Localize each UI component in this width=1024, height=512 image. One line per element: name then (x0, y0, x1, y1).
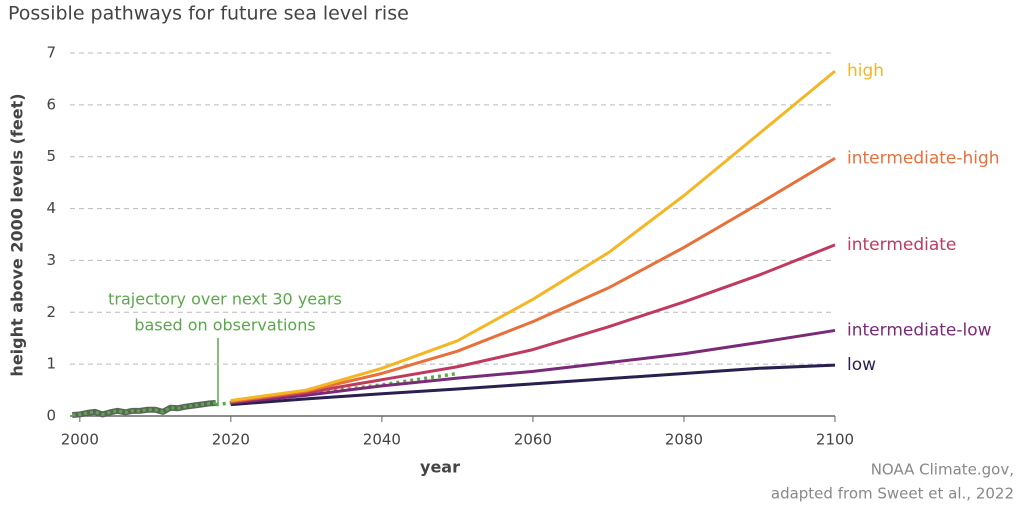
x-axis-label: year (420, 458, 460, 477)
y-tick-label: 4 (46, 199, 56, 217)
observed-dots (72, 401, 216, 417)
y-tick-label: 7 (46, 44, 56, 62)
scenario-line (230, 363, 836, 407)
y-tick-label: 0 (46, 407, 56, 425)
scenario-line (230, 69, 836, 402)
x-tick-label: 2040 (363, 431, 401, 449)
x-tick-label: 2000 (61, 431, 99, 449)
x-tick-label: 2020 (212, 431, 250, 449)
series-label: intermediate-low (847, 320, 992, 340)
series-label: intermediate (847, 235, 956, 255)
x-tick-label: 2080 (665, 431, 703, 449)
y-axis-label: height above 2000 levels (feet) (8, 93, 27, 376)
y-tick-label: 6 (46, 95, 56, 113)
series-label: high (847, 61, 884, 81)
series-label: low (847, 355, 876, 375)
source: NOAA Climate.gov, (871, 461, 1014, 479)
y-tick-label: 3 (46, 251, 56, 269)
x-tick-label: 2060 (514, 431, 552, 449)
trajectory-line (215, 371, 458, 407)
annotation: trajectory over next 30 years (108, 290, 342, 309)
scenario-line (230, 328, 836, 405)
annotation: based on observations (134, 316, 315, 335)
series-label: intermediate-high (847, 148, 1000, 168)
scenario-line (230, 156, 836, 403)
y-tick-label: 1 (46, 355, 56, 373)
y-tick-label: 5 (46, 147, 56, 165)
y-tick-label: 2 (46, 303, 56, 321)
scenario-line (230, 243, 836, 404)
chart-title: Possible pathways for future sea level r… (8, 3, 409, 25)
x-tick-label: 2100 (816, 431, 854, 449)
source: adapted from Sweet et al., 2022 (771, 485, 1014, 503)
